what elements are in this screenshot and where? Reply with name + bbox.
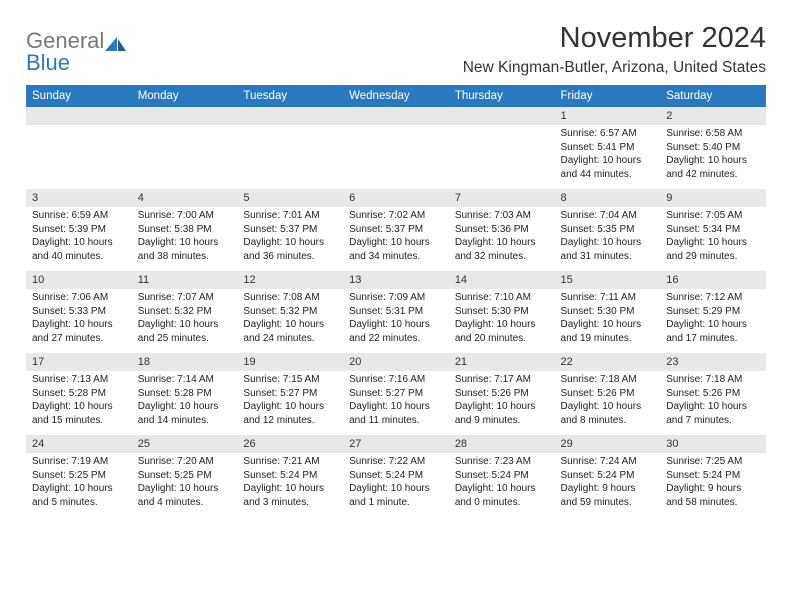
calendar-table: Sunday Monday Tuesday Wednesday Thursday…: [26, 85, 766, 517]
day-number: 30: [660, 435, 766, 453]
day-detail: Sunrise: 7:20 AM Sunset: 5:25 PM Dayligh…: [132, 453, 238, 517]
day-number: 22: [555, 353, 661, 371]
day-number: 27: [343, 435, 449, 453]
daynum-row: 10111213141516: [26, 271, 766, 289]
day-detail: Sunrise: 7:06 AM Sunset: 5:33 PM Dayligh…: [26, 289, 132, 353]
detail-row: Sunrise: 6:57 AM Sunset: 5:41 PM Dayligh…: [26, 125, 766, 189]
col-thursday: Thursday: [449, 85, 555, 107]
title-block: November 2024 New Kingman-Butler, Arizon…: [463, 22, 766, 77]
page: General November 2024 New Kingman-Butler…: [0, 0, 792, 517]
day-number: 8: [555, 189, 661, 207]
day-number: 3: [26, 189, 132, 207]
day-detail: Sunrise: 6:59 AM Sunset: 5:39 PM Dayligh…: [26, 207, 132, 271]
day-number: 7: [449, 189, 555, 207]
day-detail: Sunrise: 7:11 AM Sunset: 5:30 PM Dayligh…: [555, 289, 661, 353]
day-number: [26, 107, 132, 125]
day-detail: Sunrise: 7:10 AM Sunset: 5:30 PM Dayligh…: [449, 289, 555, 353]
day-detail: Sunrise: 7:01 AM Sunset: 5:37 PM Dayligh…: [237, 207, 343, 271]
day-detail: Sunrise: 7:12 AM Sunset: 5:29 PM Dayligh…: [660, 289, 766, 353]
col-friday: Friday: [555, 85, 661, 107]
day-number: 19: [237, 353, 343, 371]
daynum-row: 17181920212223: [26, 353, 766, 371]
day-number: 17: [26, 353, 132, 371]
day-detail: Sunrise: 7:15 AM Sunset: 5:27 PM Dayligh…: [237, 371, 343, 435]
day-detail: [343, 125, 449, 189]
day-detail: Sunrise: 7:04 AM Sunset: 5:35 PM Dayligh…: [555, 207, 661, 271]
day-number: 21: [449, 353, 555, 371]
day-number: [132, 107, 238, 125]
day-detail: [132, 125, 238, 189]
day-detail: Sunrise: 7:09 AM Sunset: 5:31 PM Dayligh…: [343, 289, 449, 353]
col-saturday: Saturday: [660, 85, 766, 107]
day-detail: Sunrise: 7:25 AM Sunset: 5:24 PM Dayligh…: [660, 453, 766, 517]
detail-row: Sunrise: 7:06 AM Sunset: 5:33 PM Dayligh…: [26, 289, 766, 353]
day-number: 23: [660, 353, 766, 371]
day-detail: Sunrise: 7:23 AM Sunset: 5:24 PM Dayligh…: [449, 453, 555, 517]
day-detail: Sunrise: 7:24 AM Sunset: 5:24 PM Dayligh…: [555, 453, 661, 517]
detail-row: Sunrise: 7:13 AM Sunset: 5:28 PM Dayligh…: [26, 371, 766, 435]
day-number: 9: [660, 189, 766, 207]
page-title: November 2024: [463, 22, 766, 55]
daynum-row: 12: [26, 107, 766, 125]
day-number: 4: [132, 189, 238, 207]
day-number: 18: [132, 353, 238, 371]
header: General November 2024 New Kingman-Butler…: [26, 22, 766, 77]
day-detail: Sunrise: 7:17 AM Sunset: 5:26 PM Dayligh…: [449, 371, 555, 435]
day-number: 20: [343, 353, 449, 371]
day-number: 1: [555, 107, 661, 125]
day-number: 5: [237, 189, 343, 207]
day-detail: [237, 125, 343, 189]
day-number: 10: [26, 271, 132, 289]
day-number: 16: [660, 271, 766, 289]
detail-row: Sunrise: 7:19 AM Sunset: 5:25 PM Dayligh…: [26, 453, 766, 517]
day-number: 25: [132, 435, 238, 453]
day-detail: Sunrise: 7:07 AM Sunset: 5:32 PM Dayligh…: [132, 289, 238, 353]
day-detail: Sunrise: 7:19 AM Sunset: 5:25 PM Dayligh…: [26, 453, 132, 517]
day-number: [449, 107, 555, 125]
day-detail: Sunrise: 7:18 AM Sunset: 5:26 PM Dayligh…: [660, 371, 766, 435]
detail-row: Sunrise: 6:59 AM Sunset: 5:39 PM Dayligh…: [26, 207, 766, 271]
day-number: 6: [343, 189, 449, 207]
day-detail: Sunrise: 7:08 AM Sunset: 5:32 PM Dayligh…: [237, 289, 343, 353]
day-detail: Sunrise: 7:00 AM Sunset: 5:38 PM Dayligh…: [132, 207, 238, 271]
day-detail: Sunrise: 7:14 AM Sunset: 5:28 PM Dayligh…: [132, 371, 238, 435]
col-sunday: Sunday: [26, 85, 132, 107]
day-number: 13: [343, 271, 449, 289]
day-detail: [26, 125, 132, 189]
day-detail: Sunrise: 7:02 AM Sunset: 5:37 PM Dayligh…: [343, 207, 449, 271]
day-number: 2: [660, 107, 766, 125]
day-number: 26: [237, 435, 343, 453]
day-number: [343, 107, 449, 125]
location: New Kingman-Butler, Arizona, United Stat…: [463, 59, 766, 77]
day-detail: Sunrise: 7:21 AM Sunset: 5:24 PM Dayligh…: [237, 453, 343, 517]
day-number: 28: [449, 435, 555, 453]
day-number: 11: [132, 271, 238, 289]
day-number: 15: [555, 271, 661, 289]
day-number: [237, 107, 343, 125]
day-number: 24: [26, 435, 132, 453]
day-number: 14: [449, 271, 555, 289]
day-number: 29: [555, 435, 661, 453]
day-detail: Sunrise: 7:22 AM Sunset: 5:24 PM Dayligh…: [343, 453, 449, 517]
day-detail: Sunrise: 6:57 AM Sunset: 5:41 PM Dayligh…: [555, 125, 661, 189]
day-detail: Sunrise: 6:58 AM Sunset: 5:40 PM Dayligh…: [660, 125, 766, 189]
daynum-row: 3456789: [26, 189, 766, 207]
logo-text-2: Blue: [26, 50, 70, 76]
day-detail: Sunrise: 7:03 AM Sunset: 5:36 PM Dayligh…: [449, 207, 555, 271]
day-header-row: Sunday Monday Tuesday Wednesday Thursday…: [26, 85, 766, 107]
daynum-row: 24252627282930: [26, 435, 766, 453]
day-number: 12: [237, 271, 343, 289]
day-detail: [449, 125, 555, 189]
sail-icon: [105, 33, 127, 49]
col-wednesday: Wednesday: [343, 85, 449, 107]
col-tuesday: Tuesday: [237, 85, 343, 107]
day-detail: Sunrise: 7:05 AM Sunset: 5:34 PM Dayligh…: [660, 207, 766, 271]
day-detail: Sunrise: 7:16 AM Sunset: 5:27 PM Dayligh…: [343, 371, 449, 435]
day-detail: Sunrise: 7:13 AM Sunset: 5:28 PM Dayligh…: [26, 371, 132, 435]
col-monday: Monday: [132, 85, 238, 107]
day-detail: Sunrise: 7:18 AM Sunset: 5:26 PM Dayligh…: [555, 371, 661, 435]
